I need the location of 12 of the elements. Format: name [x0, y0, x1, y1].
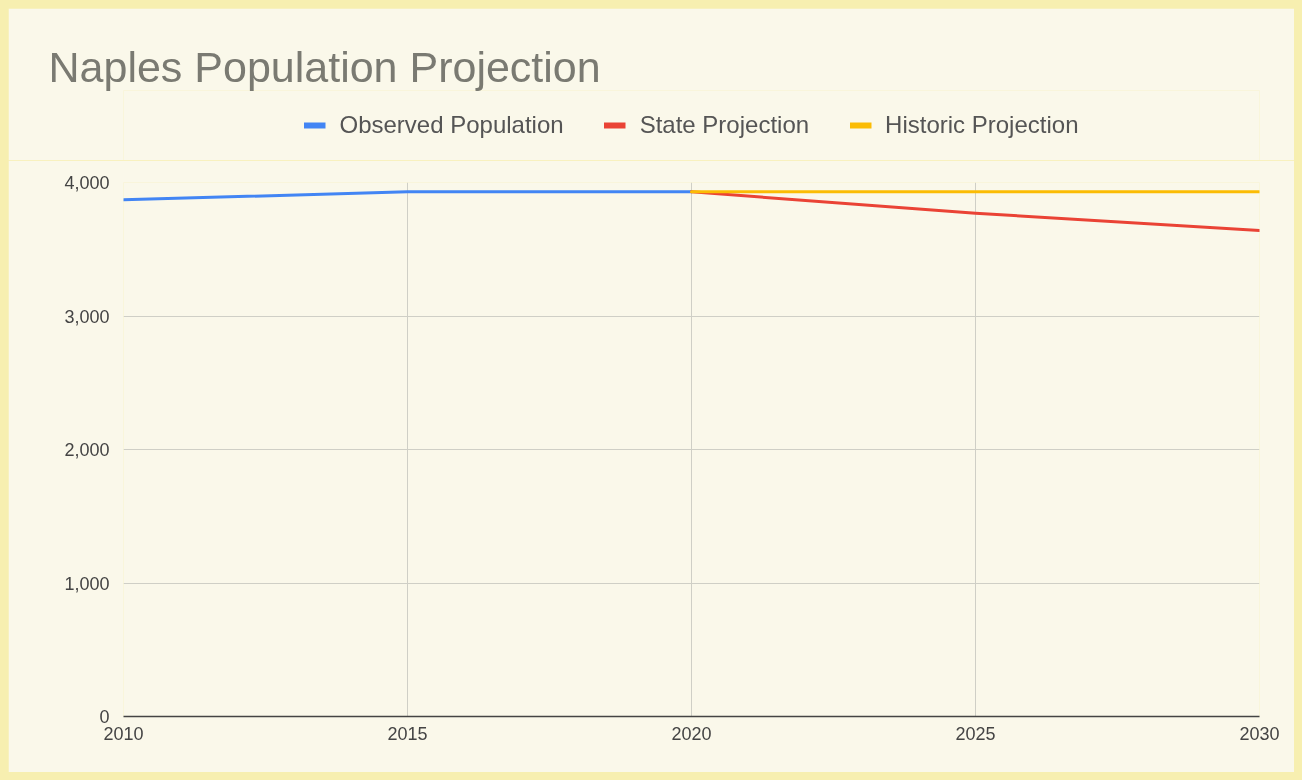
legend-label: Observed Population	[339, 111, 564, 139]
y-tick-label: 1,000	[64, 573, 110, 594]
x-tick-label: 2030	[1239, 723, 1280, 744]
legend-label: State Projection	[639, 111, 810, 139]
x-tick-label: 2025	[955, 723, 996, 744]
legend-label: Historic Projection	[885, 111, 1079, 139]
chart-title: Naples Population Projection	[48, 42, 601, 91]
y-tick-label: 4,000	[64, 173, 110, 193]
x-tick-label: 2015	[387, 723, 428, 744]
y-tick-label: 3,000	[64, 306, 110, 327]
x-tick-label: 2020	[671, 723, 712, 744]
y-tick-label: 2,000	[64, 440, 110, 460]
